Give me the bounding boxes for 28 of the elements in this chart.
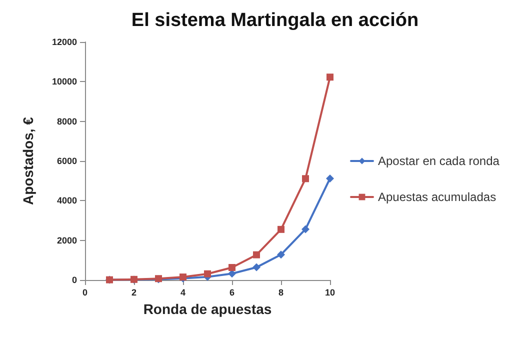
y-tick-label: 2000 <box>56 235 77 246</box>
x-tick-label: 4 <box>180 288 186 298</box>
y-tick-label: 4000 <box>56 196 77 206</box>
point <box>252 263 260 272</box>
point <box>228 264 236 272</box>
x-tick-label: 2 <box>131 288 137 298</box>
x-tick-label: 8 <box>278 288 284 298</box>
y-tick-label: 8000 <box>56 116 77 126</box>
y-tick-label: 12000 <box>52 37 77 47</box>
point <box>278 226 284 233</box>
x-tick-label: 6 <box>229 288 235 298</box>
legend-label: Apostar en cada ronda <box>378 154 500 168</box>
point <box>253 251 260 258</box>
y-tick-label: 6000 <box>56 156 77 166</box>
y-axis-title: Apostados, € <box>20 116 36 205</box>
point <box>326 174 334 182</box>
legend-label: Apuestas acumuladas <box>378 190 496 204</box>
y-tick-label: 0 <box>72 275 77 285</box>
x-axis-title: Ronda de apuestas <box>143 301 272 317</box>
chart-title: El sistema Martingala en acción <box>131 10 419 31</box>
point <box>326 74 334 81</box>
y-tick-label: 10000 <box>52 76 77 87</box>
point <box>277 250 285 259</box>
point <box>302 175 309 182</box>
point <box>204 270 211 278</box>
point <box>302 225 310 234</box>
x-tick-label: 10 <box>324 288 336 298</box>
x-tick-label: 0 <box>82 288 88 298</box>
